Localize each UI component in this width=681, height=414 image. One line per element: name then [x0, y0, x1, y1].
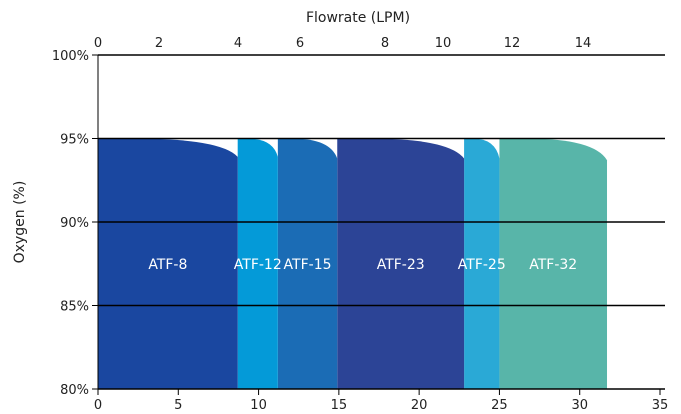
region-label-atf-25: ATF-25: [458, 257, 506, 273]
y-tick-label: 85%: [60, 300, 89, 315]
top-tick-label: 6: [296, 36, 304, 51]
x-tick-label: 35: [652, 398, 669, 413]
axes: 80% 85% 90% 95% 100% 0 5 10 15 20 25 30 35 0 2 4 6 8 10 12 1…: [52, 36, 668, 413]
series-regions: ATF-8 ATF-12 ATF-15 ATF-23 ATF-25 ATF-32: [98, 138, 608, 389]
region-label-atf-8: ATF-8: [148, 257, 187, 273]
gridlines: [98, 54, 665, 390]
x-tick-label: 25: [491, 398, 508, 413]
top-tick-label: 14: [575, 36, 592, 51]
y-tick-label: 95%: [60, 133, 89, 148]
y-tick-label: 80%: [60, 383, 89, 398]
region-atf-12: [237, 138, 278, 389]
top-axis-title: Flowrate (LPM): [306, 10, 410, 26]
region-label-atf-23: ATF-23: [377, 257, 425, 273]
x-tick-label: 0: [94, 398, 102, 413]
region-label-atf-15: ATF-15: [284, 257, 332, 273]
top-tick-label: 12: [504, 36, 521, 51]
x-tick-label: 5: [174, 398, 182, 413]
region-atf-23: [337, 138, 465, 389]
x-tick-label: 15: [331, 398, 348, 413]
region-atf-32: [499, 138, 608, 389]
region-atf-15: [277, 138, 338, 389]
top-tick-label: 2: [155, 36, 163, 51]
top-tick-label: 8: [381, 36, 389, 51]
region-atf-25: [464, 138, 500, 389]
top-tick-label: 0: [94, 36, 102, 51]
x-tick-label: 20: [411, 398, 428, 413]
y-tick-label: 100%: [52, 49, 89, 64]
top-tick-label: 10: [435, 36, 452, 51]
x-tick-label: 30: [571, 398, 588, 413]
top-tick-label: 4: [234, 36, 242, 51]
region-label-atf-32: ATF-32: [529, 257, 577, 273]
y-axis-title: Oxygen (%): [12, 181, 28, 264]
x-tick-label: 10: [250, 398, 267, 413]
region-label-atf-12: ATF-12: [234, 257, 282, 273]
region-atf-8: [98, 138, 238, 389]
y-tick-label: 90%: [60, 216, 89, 231]
